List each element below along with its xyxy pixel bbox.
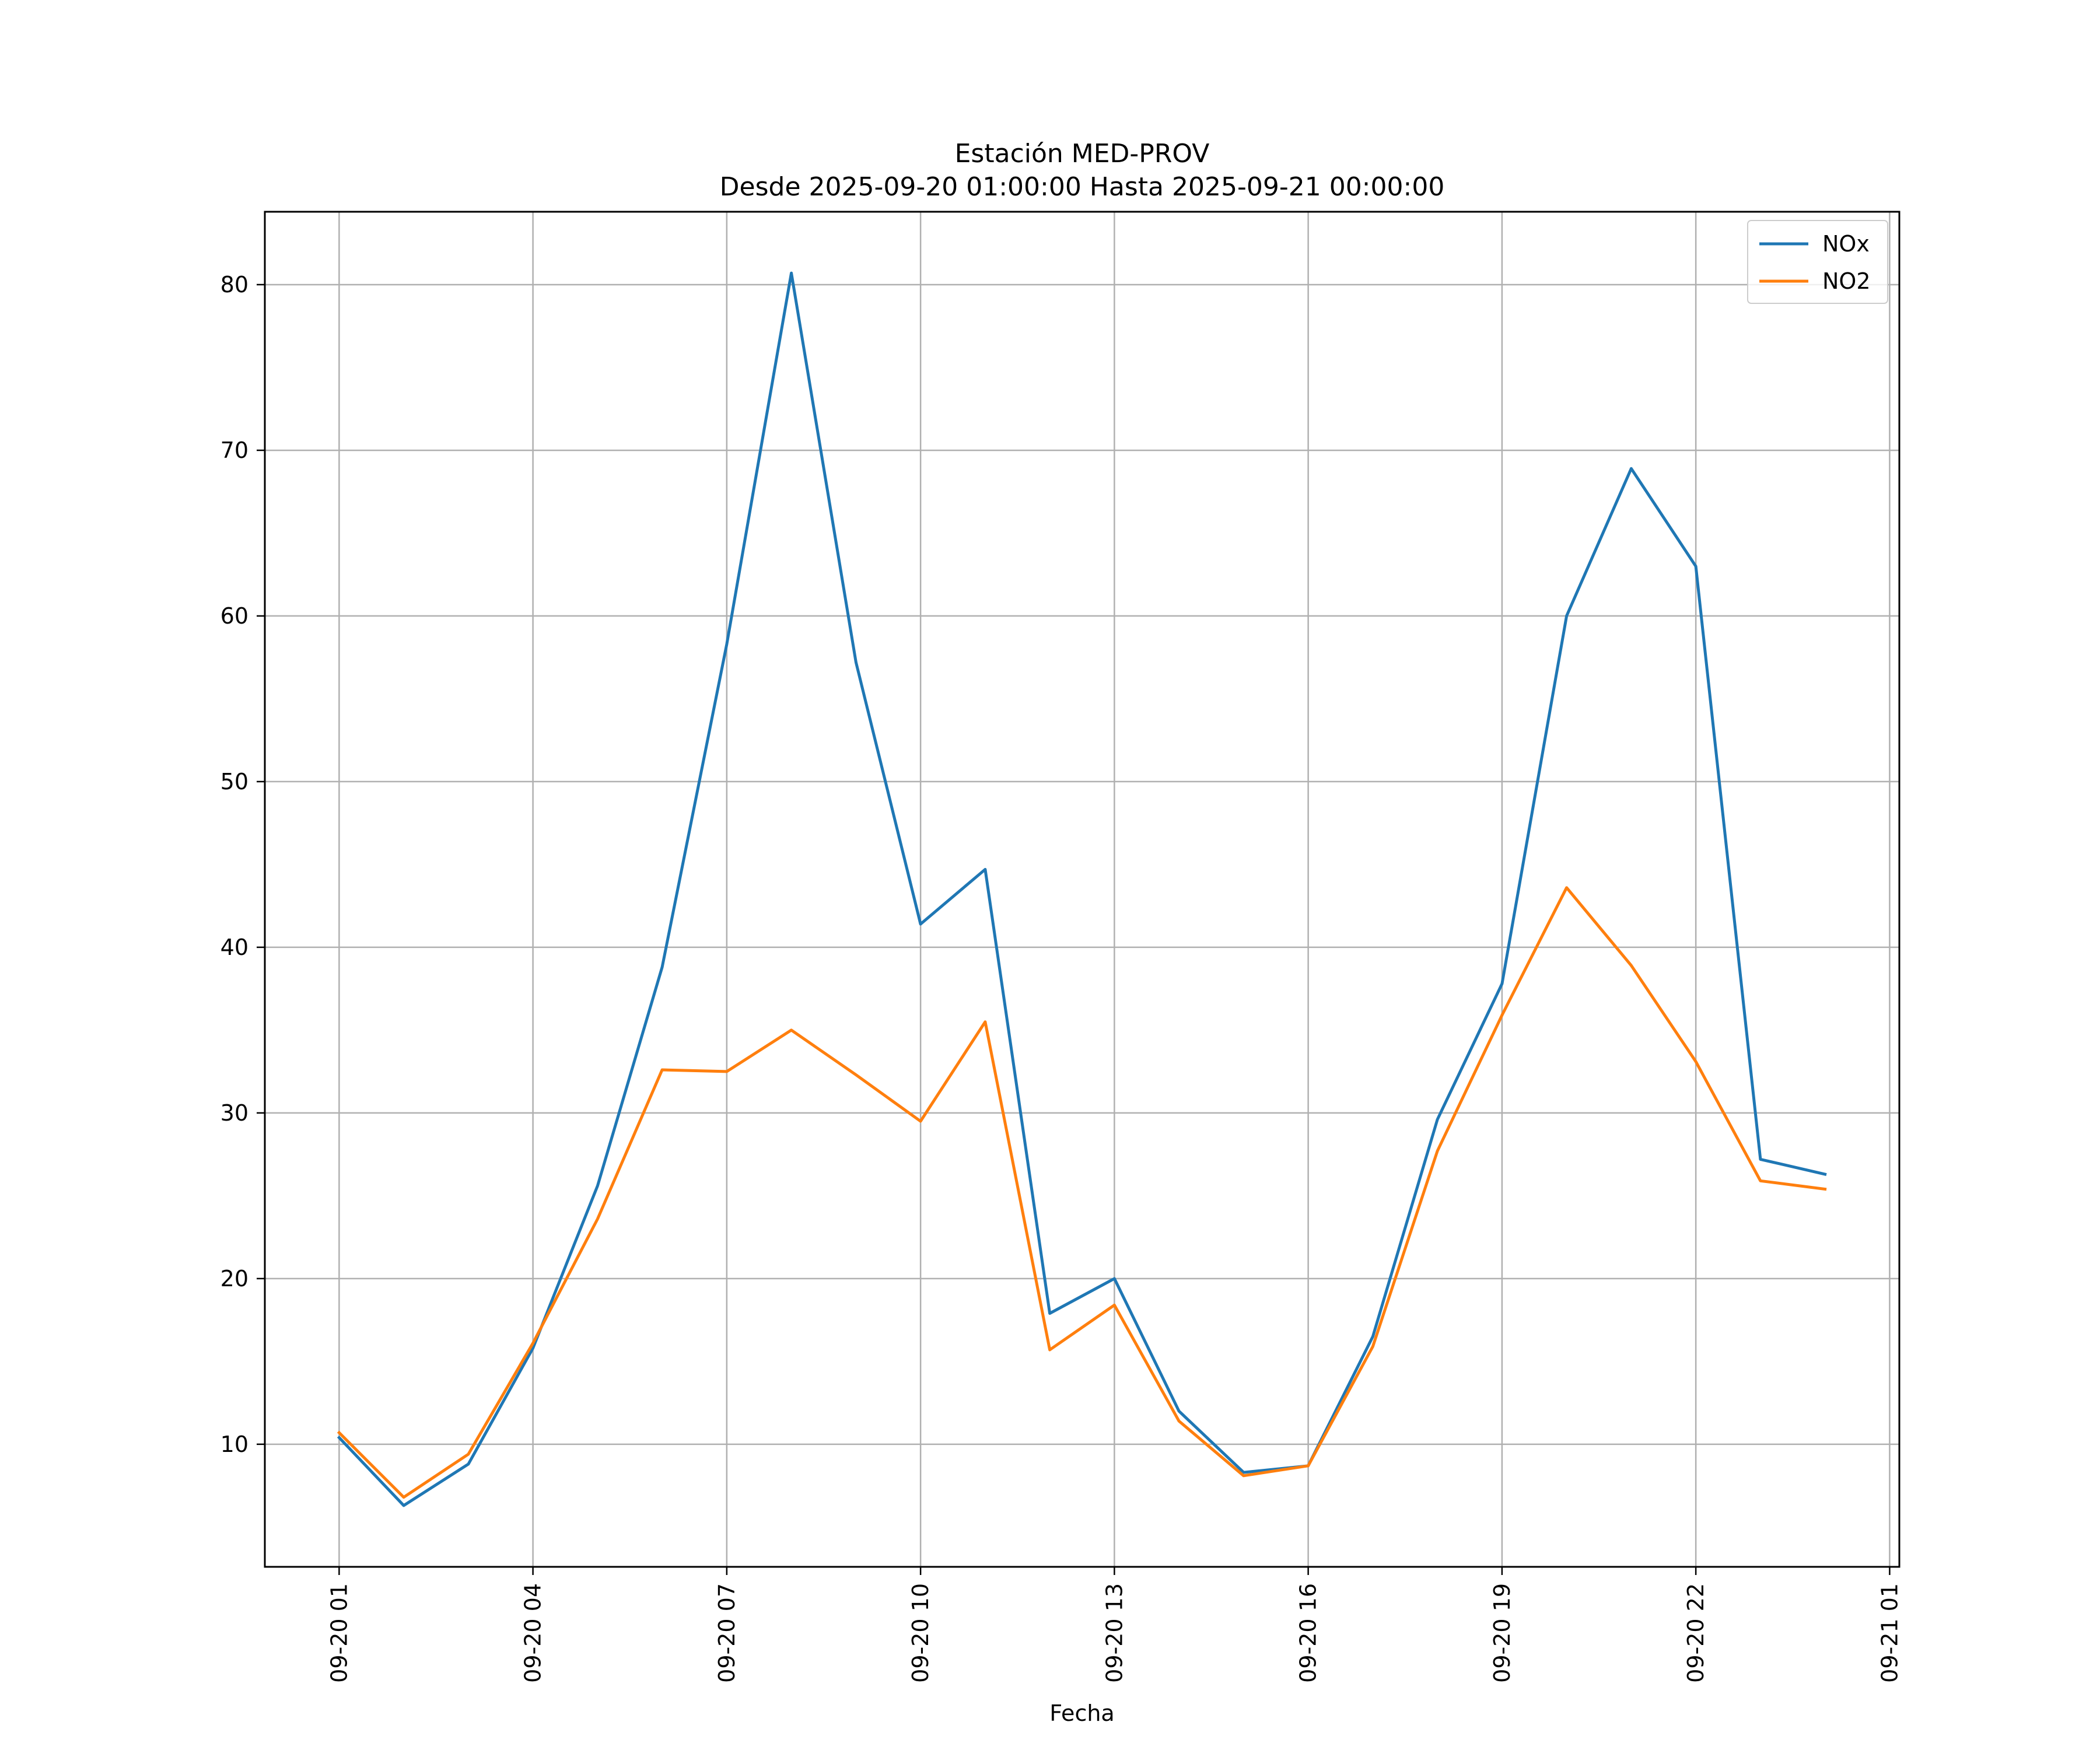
data-point-no2-17	[1436, 1150, 1439, 1153]
legend-label-no2: NO2	[1822, 268, 1871, 294]
data-point-no2-11	[1048, 1349, 1051, 1352]
data-point-no2-18	[1500, 1014, 1503, 1017]
x-tick-label-6: 09-20 19	[1489, 1583, 1515, 1683]
data-point-nox-6	[725, 643, 728, 646]
data-point-no2-13	[1178, 1420, 1181, 1423]
data-point-no2-14	[1242, 1474, 1245, 1477]
x-tick-label-0: 09-20 01	[326, 1583, 352, 1683]
plot-frame	[264, 211, 1901, 1568]
data-point-no2-22	[1759, 1180, 1762, 1182]
data-point-no2-23	[1824, 1188, 1826, 1191]
x-tick-label-4: 09-20 13	[1101, 1583, 1127, 1683]
data-point-no2-16	[1371, 1345, 1374, 1348]
y-tick-label-5: 60	[220, 603, 249, 629]
data-point-nox-20	[1630, 467, 1633, 470]
x-tick-label-2: 09-20 07	[714, 1583, 740, 1683]
data-point-nox-0	[338, 1436, 341, 1439]
data-point-no2-1	[402, 1496, 405, 1499]
chart-subtitle: Desde 2025-09-20 01:00:00 Hasta 2025-09-…	[720, 172, 1445, 202]
data-point-no2-21	[1695, 1060, 1698, 1063]
data-point-no2-5	[661, 1069, 664, 1072]
data-point-no2-15	[1307, 1464, 1310, 1467]
data-point-nox-8	[855, 661, 858, 664]
y-tick-label-3: 40	[220, 935, 249, 960]
data-point-nox-7	[790, 272, 793, 275]
legend-label-nox: NOx	[1822, 231, 1870, 257]
data-point-nox-12	[1113, 1277, 1116, 1280]
data-point-no2-12	[1113, 1304, 1116, 1307]
y-tick-label-6: 70	[220, 438, 249, 463]
legend: NOx NO2	[1747, 220, 1888, 304]
data-point-nox-17	[1436, 1118, 1439, 1121]
series-lines	[337, 271, 1827, 1507]
data-point-nox-16	[1371, 1335, 1374, 1338]
grid-lines	[265, 212, 1899, 1567]
x-tick-label-3: 09-20 10	[908, 1583, 933, 1683]
series-line-no2	[337, 886, 1827, 1499]
data-point-no2-4	[596, 1217, 599, 1220]
x-tick-label-7: 09-20 22	[1683, 1583, 1709, 1683]
y-tick-label-1: 20	[220, 1266, 249, 1292]
series-line-nox	[337, 271, 1827, 1507]
chart-title: Estación MED-PROV	[955, 139, 1210, 169]
data-point-no2-9	[919, 1120, 922, 1123]
data-point-nox-22	[1759, 1158, 1762, 1161]
data-point-no2-6	[725, 1070, 728, 1073]
data-point-nox-1	[402, 1504, 405, 1507]
y-axis: 10 20 30 40 50 60 70 80	[220, 272, 265, 1457]
y-tick-label-0: 10	[220, 1432, 249, 1457]
data-point-nox-18	[1500, 982, 1503, 985]
data-point-nox-13	[1178, 1410, 1181, 1413]
data-point-no2-0	[338, 1432, 341, 1434]
x-axis-label: Fecha	[1049, 1700, 1114, 1726]
data-point-nox-4	[596, 1184, 599, 1187]
data-point-nox-5	[661, 966, 664, 969]
data-point-no2-2	[467, 1452, 470, 1455]
data-point-nox-9	[919, 923, 922, 926]
data-point-nox-2	[467, 1462, 470, 1465]
data-point-nox-19	[1565, 614, 1568, 617]
data-point-nox-11	[1048, 1312, 1051, 1315]
data-point-no2-3	[531, 1342, 534, 1345]
y-tick-label-4: 50	[220, 769, 249, 794]
data-point-no2-20	[1630, 964, 1633, 967]
data-point-no2-10	[984, 1020, 986, 1023]
data-point-nox-23	[1824, 1173, 1826, 1176]
y-tick-label-7: 80	[220, 272, 249, 298]
x-axis: 09-20 01 09-20 04 09-20 07 09-20 10 09-20 13…	[326, 1567, 1902, 1683]
x-tick-label-1: 09-20 04	[520, 1583, 546, 1683]
data-point-no2-19	[1565, 886, 1568, 889]
data-point-no2-8	[855, 1073, 858, 1076]
data-point-nox-10	[984, 868, 986, 871]
data-point-nox-21	[1695, 565, 1698, 568]
y-tick-label-2: 30	[220, 1100, 249, 1126]
x-tick-label-8: 09-21 01	[1877, 1583, 1902, 1683]
x-tick-label-5: 09-20 16	[1296, 1583, 1321, 1683]
data-point-no2-7	[790, 1028, 793, 1031]
